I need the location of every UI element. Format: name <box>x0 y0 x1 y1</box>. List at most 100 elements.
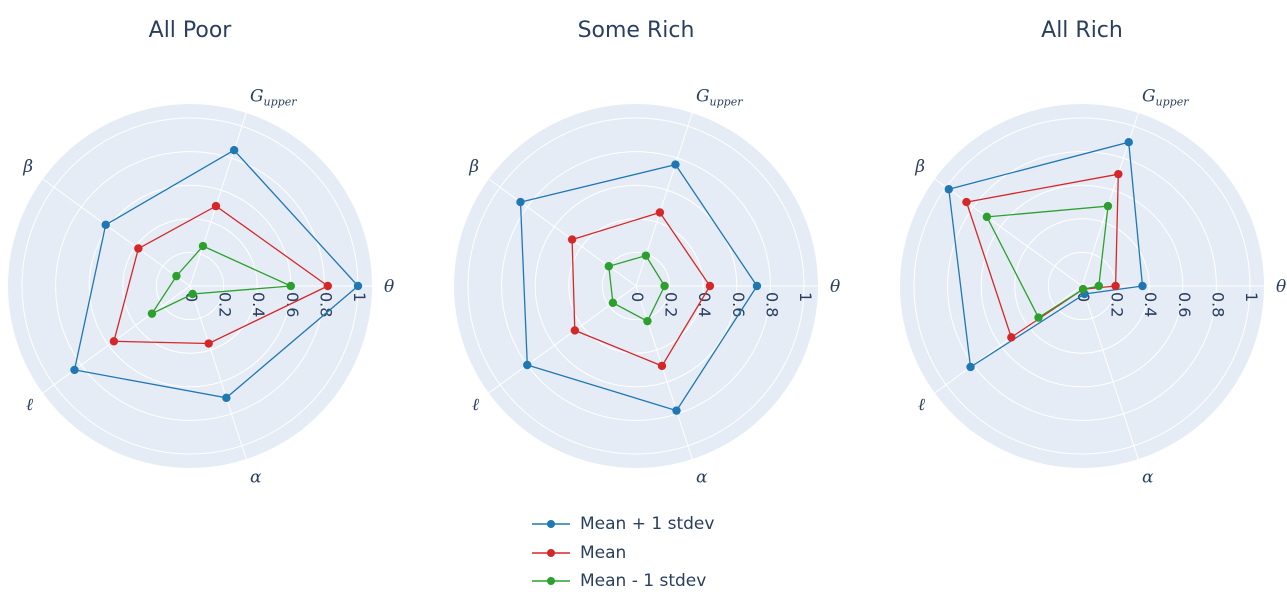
data-point-mean-beta-some-rich <box>567 235 577 244</box>
data-point-mean-minus-stdev-g_upper-all-rich <box>1103 201 1113 211</box>
radar-some-rich: Some Rich θ Gupper β ℓ α 0 0.2 0.4 0.6 0.8 1 <box>454 18 840 488</box>
data-point-mean-ell-some-rich <box>570 326 580 335</box>
data-point-mean-g_upper-some-rich <box>655 208 665 217</box>
axis-label-alpha-all-poor: α <box>250 468 262 488</box>
data-point-mean-plus-stdev-alpha-all-poor <box>222 393 231 403</box>
axis-label-g_upper-some-rich: Gupper <box>696 86 743 108</box>
data-point-mean-plus-stdev-alpha-some-rich <box>672 406 681 415</box>
data-point-mean-plus-stdev-theta-some-rich <box>752 281 762 291</box>
radial-tick-some-rich: 0 <box>628 292 647 302</box>
radial-tick-all-poor: 0.2 <box>216 292 235 317</box>
spoke-alpha-some-rich <box>635 285 693 460</box>
radial-tick-all-poor: 0.4 <box>249 292 268 317</box>
radial-tick-all-poor: 0.8 <box>316 292 335 317</box>
data-point-mean-minus-stdev-alpha-all-rich <box>1078 284 1088 294</box>
data-point-mean-g_upper-all-poor <box>211 201 221 211</box>
legend-label-mean: Mean <box>580 542 627 563</box>
series-line-mean-plus-stdev-all-poor <box>73 149 359 399</box>
data-point-mean-minus-stdev-beta-all-rich <box>982 212 992 222</box>
axis-label-theta-all-poor: θ <box>384 277 394 297</box>
data-point-mean-plus-stdev-beta-some-rich <box>516 197 525 207</box>
axis-label-g_upper-all-poor: Gupper <box>250 86 297 108</box>
data-point-mean-ell-all-poor <box>109 337 119 346</box>
data-point-mean-beta-all-poor <box>134 244 143 253</box>
axis-label-beta-some-rich: β <box>468 157 479 177</box>
data-point-mean-plus-stdev-ell-all-rich <box>966 362 975 372</box>
series-line-mean-minus-stdev-some-rich <box>608 254 666 323</box>
legend-label-mean-plus-stdev: Mean + 1 stdev <box>580 514 715 535</box>
axis-label-theta-all-rich: θ <box>1276 277 1286 297</box>
chart-title-all-poor: All Poor <box>149 18 233 43</box>
radial-tick-some-rich: 1 <box>796 292 815 302</box>
radial-tick-some-rich: 0.4 <box>695 292 714 317</box>
data-point-mean-plus-stdev-theta-all-rich <box>1138 281 1147 291</box>
axis-label-beta-all-poor: β <box>22 157 33 177</box>
radial-tick-all-rich: 0.4 <box>1141 292 1160 317</box>
data-point-mean-minus-stdev-theta-some-rich <box>660 281 669 291</box>
radial-tick-some-rich: 0.2 <box>662 292 681 317</box>
spoke-alpha-all-rich <box>1081 285 1139 460</box>
chart-title-some-rich: Some Rich <box>578 18 695 43</box>
data-point-mean-plus-stdev-theta-all-poor <box>353 281 363 291</box>
series-line-mean-plus-stdev-all-rich <box>948 141 1144 369</box>
data-point-mean-minus-stdev-g_upper-all-poor <box>198 241 208 251</box>
data-point-mean-minus-stdev-theta-all-rich <box>1094 281 1104 291</box>
data-point-mean-beta-all-rich <box>962 197 971 207</box>
data-point-mean-plus-stdev-g_upper-all-rich <box>1124 138 1133 147</box>
series-line-mean-plus-stdev-some-rich <box>519 163 758 412</box>
data-point-mean-plus-stdev-ell-all-poor <box>70 365 79 375</box>
spoke-g_upper-all-poor <box>189 112 247 287</box>
radial-tick-all-rich: 0.8 <box>1208 292 1227 317</box>
legend-item-mean[interactable]: Mean <box>530 539 714 568</box>
data-point-mean-plus-stdev-beta-all-poor <box>101 220 110 229</box>
legend-item-mean-minus-stdev[interactable]: Mean - 1 stdev <box>530 567 714 596</box>
chart-title-all-rich: All Rich <box>1041 18 1123 43</box>
legend: Mean + 1 stdev Mean Mean - 1 stdev <box>530 510 714 596</box>
data-point-mean-plus-stdev-g_upper-some-rich <box>671 160 680 169</box>
legend-item-mean-plus-stdev[interactable]: Mean + 1 stdev <box>530 510 714 539</box>
series-line-mean-some-rich <box>571 211 711 367</box>
data-point-mean-minus-stdev-ell-all-poor <box>147 309 157 318</box>
data-point-mean-minus-stdev-ell-all-rich <box>1034 313 1043 322</box>
data-point-mean-plus-stdev-g_upper-all-poor <box>229 145 239 155</box>
axis-label-alpha-some-rich: α <box>696 468 708 488</box>
data-point-mean-minus-stdev-ell-some-rich <box>608 298 618 307</box>
data-point-mean-theta-all-poor <box>323 281 332 291</box>
radar-all-poor: All PoorθGupperβℓα00.20.40.60.81 <box>8 18 394 488</box>
spoke-beta-all-poor <box>42 178 191 287</box>
radial-tick-all-poor: 0.6 <box>283 292 302 317</box>
legend-swatch-mean-minus-stdev <box>532 577 570 586</box>
data-point-mean-ell-all-rich <box>1007 333 1016 342</box>
data-point-mean-minus-stdev-beta-all-poor <box>172 271 181 281</box>
data-point-mean-minus-stdev-alpha-all-poor <box>188 289 197 299</box>
data-point-mean-minus-stdev-alpha-some-rich <box>643 316 652 326</box>
data-point-mean-alpha-all-poor <box>204 339 213 348</box>
radial-tick-all-poor: 1 <box>350 292 369 302</box>
spoke-beta-all-rich <box>934 178 1083 287</box>
radial-tick-all-rich: 0.6 <box>1175 292 1194 317</box>
axis-label-sub-g_upper-all-rich: upper <box>1156 95 1190 108</box>
data-point-mean-plus-stdev-ell-some-rich <box>523 360 532 370</box>
series-line-mean-minus-stdev-all-poor <box>150 245 292 316</box>
data-point-mean-g_upper-all-rich <box>1114 169 1123 179</box>
radial-tick-all-rich: 1 <box>1242 292 1261 302</box>
radial-tick-some-rich: 0.6 <box>729 292 748 317</box>
axis-label-ell-some-rich: ℓ <box>472 395 479 415</box>
data-point-mean-plus-stdev-beta-all-rich <box>944 185 954 194</box>
data-point-mean-alpha-some-rich <box>657 361 667 371</box>
axis-label-beta-all-rich: β <box>914 157 925 177</box>
data-point-mean-minus-stdev-g_upper-some-rich <box>641 251 651 260</box>
data-point-mean-minus-stdev-theta-all-poor <box>286 281 295 291</box>
data-point-mean-theta-all-rich <box>1111 281 1120 291</box>
axis-label-sub-g_upper-all-poor: upper <box>264 95 298 108</box>
spoke-alpha-all-poor <box>189 285 247 460</box>
axis-label-ell-all-rich: ℓ <box>918 395 925 415</box>
legend-swatch-mean-plus-stdev <box>532 520 570 529</box>
axis-label-ell-all-poor: ℓ <box>26 395 33 415</box>
legend-swatch-mean <box>532 548 570 557</box>
data-point-mean-minus-stdev-beta-some-rich <box>604 262 614 271</box>
axis-label-sub-g_upper-some-rich: upper <box>710 95 744 108</box>
series-line-mean-all-poor <box>113 205 329 345</box>
